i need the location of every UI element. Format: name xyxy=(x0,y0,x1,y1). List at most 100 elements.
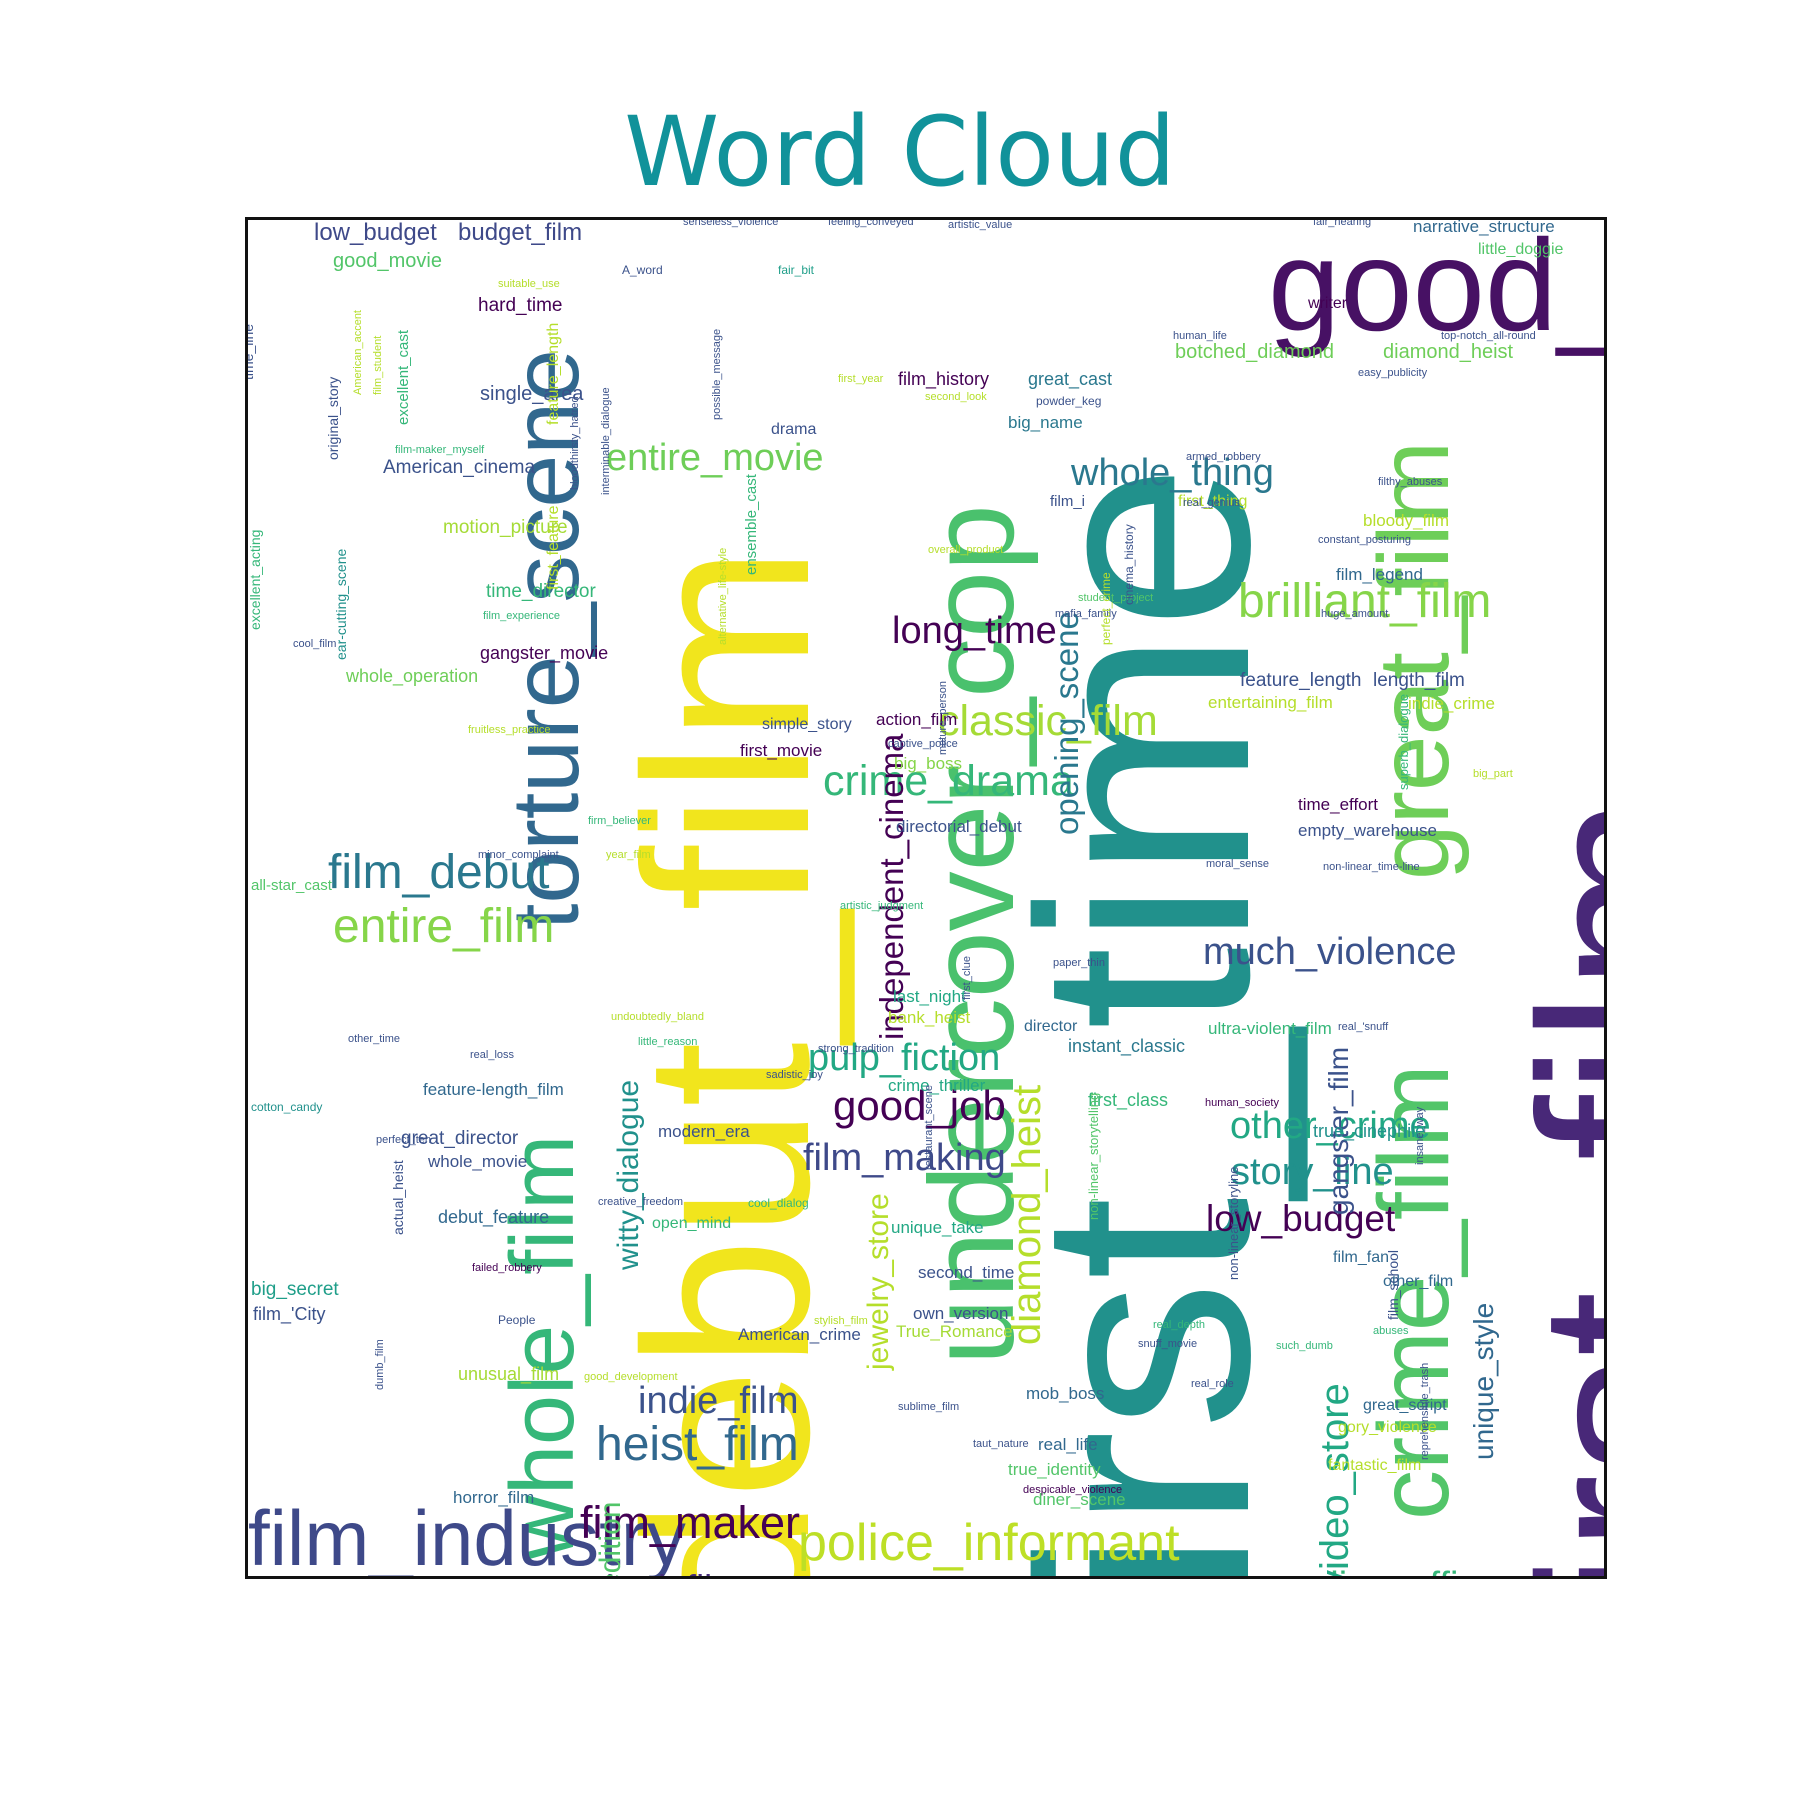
word-whole-film: whole_film xyxy=(493,1135,593,1561)
word-diner-scene: diner_scene xyxy=(1033,1490,1126,1509)
word-low-budget: low_budget xyxy=(1206,1198,1396,1239)
word-cool-film: cool_film xyxy=(293,638,336,650)
word-human-society: human_society xyxy=(1205,1097,1279,1109)
word-open-mind: open_mind xyxy=(652,1215,731,1232)
word-reprehensible-trash: reprehensible_trash xyxy=(1419,1363,1431,1460)
word-excellent-cast: excellent_cast xyxy=(395,329,412,425)
word-feature-length-film: feature-length_film xyxy=(423,1080,564,1099)
word-film-making: film_making xyxy=(803,1137,1006,1179)
word-paper-thin: paper_thin xyxy=(1053,957,1105,969)
word-original-story: original_story xyxy=(325,377,341,460)
word-artistic-judgment: artistic_judgment xyxy=(840,900,923,912)
word-great-film: great_film xyxy=(1358,441,1470,880)
word-powder-keg: powder_keg xyxy=(1036,394,1101,408)
word-all-star-cast: all-star_cast xyxy=(251,877,333,894)
word-brilliant-film: brilliant_film xyxy=(1238,575,1491,628)
word-crime-drama: crime_drama xyxy=(823,757,1074,805)
word-film-fan: film_fan xyxy=(1333,1249,1389,1266)
word-big-name: big_name xyxy=(1008,413,1083,432)
word-strong-tradition: strong_tradition xyxy=(818,1043,894,1055)
word-perfect-crime: perfect_crime xyxy=(1099,572,1113,645)
word-big-secret: big_secret xyxy=(251,1279,339,1300)
word-american-crime: American_crime xyxy=(738,1325,861,1344)
word-good-film: good_film xyxy=(1268,220,1604,358)
word-video-store: video_store xyxy=(1313,1383,1357,1576)
word-second-time: second_time xyxy=(918,1263,1014,1282)
word-other-crime: other_crime xyxy=(1230,1105,1431,1147)
word-fruitless-practice: fruitless_practice xyxy=(468,724,551,736)
word-senseless-violence: senseless_violence xyxy=(683,220,778,228)
word-first-movie: first_movie xyxy=(740,741,822,760)
word-taut-nature: taut_nature xyxy=(973,1438,1029,1450)
word-film-legend: film_legend xyxy=(1336,565,1423,584)
word-whole-operation: whole_operation xyxy=(345,666,478,687)
word-year-film: year_film xyxy=(606,849,651,861)
word-actual-heist: actual_heist xyxy=(390,1160,406,1235)
word-gangster-film: gangster_film xyxy=(1323,1047,1354,1215)
word-time-line: time_line xyxy=(248,324,256,380)
word-torture-scene: torture_scene xyxy=(493,349,599,930)
word-time-director: time_director xyxy=(486,581,596,602)
word-whole-movie: whole_movie xyxy=(427,1152,527,1171)
word-american-accent: American_accent xyxy=(352,310,364,395)
word-entire-movie: entire_movie xyxy=(606,437,824,479)
word-narrative-structure: narrative_structure xyxy=(1413,220,1555,236)
word-witty-dialogue: witty_dialogue xyxy=(612,1080,645,1271)
word-cinema-history: cinema_history xyxy=(1122,524,1136,605)
word-real-life: real_life xyxy=(1038,1435,1098,1454)
word-horror-film: horror_film xyxy=(453,1488,534,1507)
word-true-romance: True_Romance xyxy=(896,1322,1013,1341)
word-directorial-debut: directorial_debut xyxy=(896,817,1022,836)
word-real-role: real_role xyxy=(1191,1378,1234,1390)
word-good-development: good_development xyxy=(584,1371,678,1383)
word-indie-crime: indie_crime xyxy=(1408,694,1495,713)
word-writer: writer xyxy=(1307,295,1348,312)
word-police-officer: police_officer xyxy=(1288,1565,1512,1576)
word-low-budget: low_budget xyxy=(314,220,437,246)
word-perfect-ten: perfect_ten xyxy=(376,1134,431,1146)
word-film-city: film_'City xyxy=(253,1304,325,1325)
word-feeling-conveyed: feeling_conveyed xyxy=(828,220,914,228)
word-film-debut: film_debut xyxy=(328,846,549,899)
word-constant-posturing: constant_posturing xyxy=(1318,534,1411,546)
word-film-experience: film_experience xyxy=(483,610,560,622)
word-diamond-heist: diamond_heist xyxy=(1383,341,1514,363)
word-american-cinema: American_cinema xyxy=(383,457,535,478)
word-film-maker-myself: film-maker_myself xyxy=(395,444,485,456)
word-undercover-cop: undercover_cop xyxy=(905,504,1039,1365)
word-first-time: first_time xyxy=(976,463,1312,1576)
word-jewelry-store: jewelry_store xyxy=(862,1193,895,1371)
word-debut-film: debut_film xyxy=(595,546,858,1576)
word-pulp-fiction: pulp_fiction xyxy=(808,1037,1000,1079)
word-first-feature: first_feature xyxy=(545,505,562,590)
word-first-thing: first_thing xyxy=(1178,493,1247,510)
word-first-year: first_year xyxy=(838,373,884,385)
word-real-depth: real_depth xyxy=(1153,1319,1205,1331)
word-alternative-life-style: alternative_life-style xyxy=(717,548,729,645)
word-minor-complaint: minor_complaint xyxy=(478,849,559,861)
word-entertaining-film: entertaining_film xyxy=(1208,693,1333,712)
word-artistic-value: artistic_value xyxy=(948,220,1012,231)
word-motion-picture: motion_picture xyxy=(443,517,568,538)
word-indie-film: indie_film xyxy=(638,1380,799,1422)
word-possible-message: possible_message xyxy=(711,329,723,420)
word-sublime-film: sublime_film xyxy=(898,1401,959,1413)
word-whole-thing: whole_thing xyxy=(1070,452,1274,494)
word-budget-film: budget_film xyxy=(458,220,582,246)
word-real-genius: real_genius xyxy=(1183,497,1240,509)
word-failed-robbery: failed_robbery xyxy=(472,1262,542,1274)
word-film-school: film_school xyxy=(1385,1250,1401,1320)
word-interminable-dialogue: interminable_dialogue xyxy=(600,387,612,495)
word-big-boss: big_boss xyxy=(894,754,962,773)
word-film-maker: film_maker xyxy=(580,1497,800,1548)
word-cool-dialog: cool_dialog xyxy=(748,1196,809,1210)
word-non-linear-storytelling: non-linear_storytelling xyxy=(1086,1093,1101,1220)
word-crime-film: crime_film xyxy=(1358,1064,1470,1520)
word-captive-police: captive_police xyxy=(888,738,958,750)
word-despicable-violence: despicable_violence xyxy=(1023,1484,1122,1496)
word-film-industry: film_industry xyxy=(248,1494,686,1576)
word-cloud-canvas: first_time debut_film first_film good_filmu… xyxy=(248,220,1604,1576)
word-bad-film: bad_film xyxy=(606,1567,742,1576)
word-entire-film: entire_film xyxy=(333,900,554,953)
word-opening-scene: opening_scene xyxy=(1048,611,1085,835)
